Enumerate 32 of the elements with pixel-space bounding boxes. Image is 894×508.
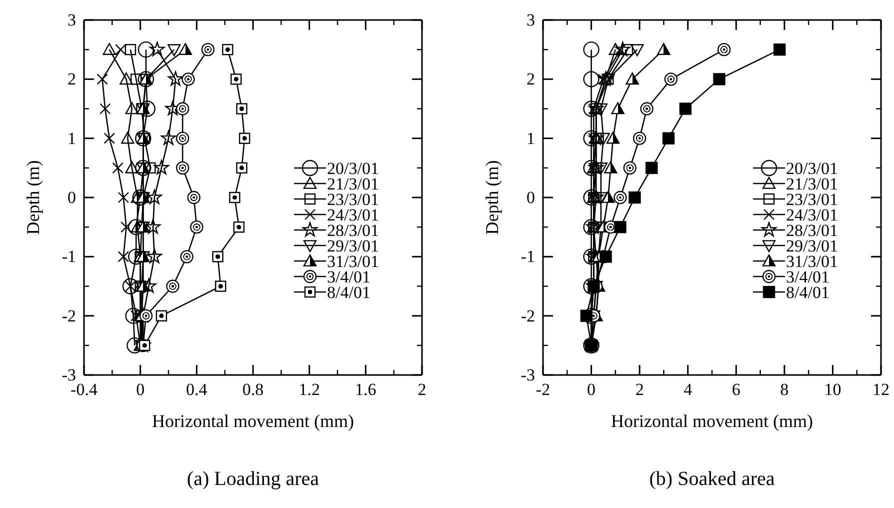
text: (b) Soaked area (649, 468, 775, 490)
y-axis-title: Depth (m) (482, 160, 502, 235)
x-tick-label: 2 (418, 380, 426, 400)
y-tick-label: -1 (62, 247, 76, 266)
y-tick-label: -3 (520, 365, 535, 384)
y-tick-label: -1 (520, 247, 535, 266)
x-tick-label: 12 (872, 380, 890, 400)
y-tick-label: 2 (526, 70, 535, 89)
x-tick-label: 0.8 (242, 380, 264, 400)
y-tick-label: 1 (68, 128, 76, 148)
x-tick-label: 8 (780, 380, 789, 400)
x-tick-label: 0 (587, 380, 596, 400)
y-tick-label: -2 (520, 306, 535, 326)
x-tick-label: 10 (824, 380, 842, 400)
x-tick-label: 0.4 (186, 380, 208, 400)
y-tick-label: 1 (526, 128, 535, 148)
y-tick-label: 0 (526, 188, 535, 207)
x-tick-label: 2 (635, 380, 644, 400)
x-axis-title: Horizontal movement (mm) (611, 411, 813, 431)
x-tick-label: 0 (136, 380, 145, 400)
x-tick-label: 6 (732, 380, 740, 400)
x-tick-label: 1.2 (298, 380, 320, 400)
y-tick-label: 3 (526, 10, 535, 30)
x-axis-title: Horizontal movement (mm) (152, 411, 354, 431)
y-tick-label: 0 (68, 188, 76, 207)
y-tick-label: 3 (68, 10, 76, 30)
y-tick-label: 2 (68, 70, 76, 89)
y-tick-label: -2 (62, 306, 76, 326)
y-axis-title: Depth (m) (23, 160, 43, 235)
text: (a) Loading area (186, 468, 320, 490)
x-tick-label: 4 (684, 380, 693, 400)
x-tick-label: 1.6 (355, 380, 376, 400)
